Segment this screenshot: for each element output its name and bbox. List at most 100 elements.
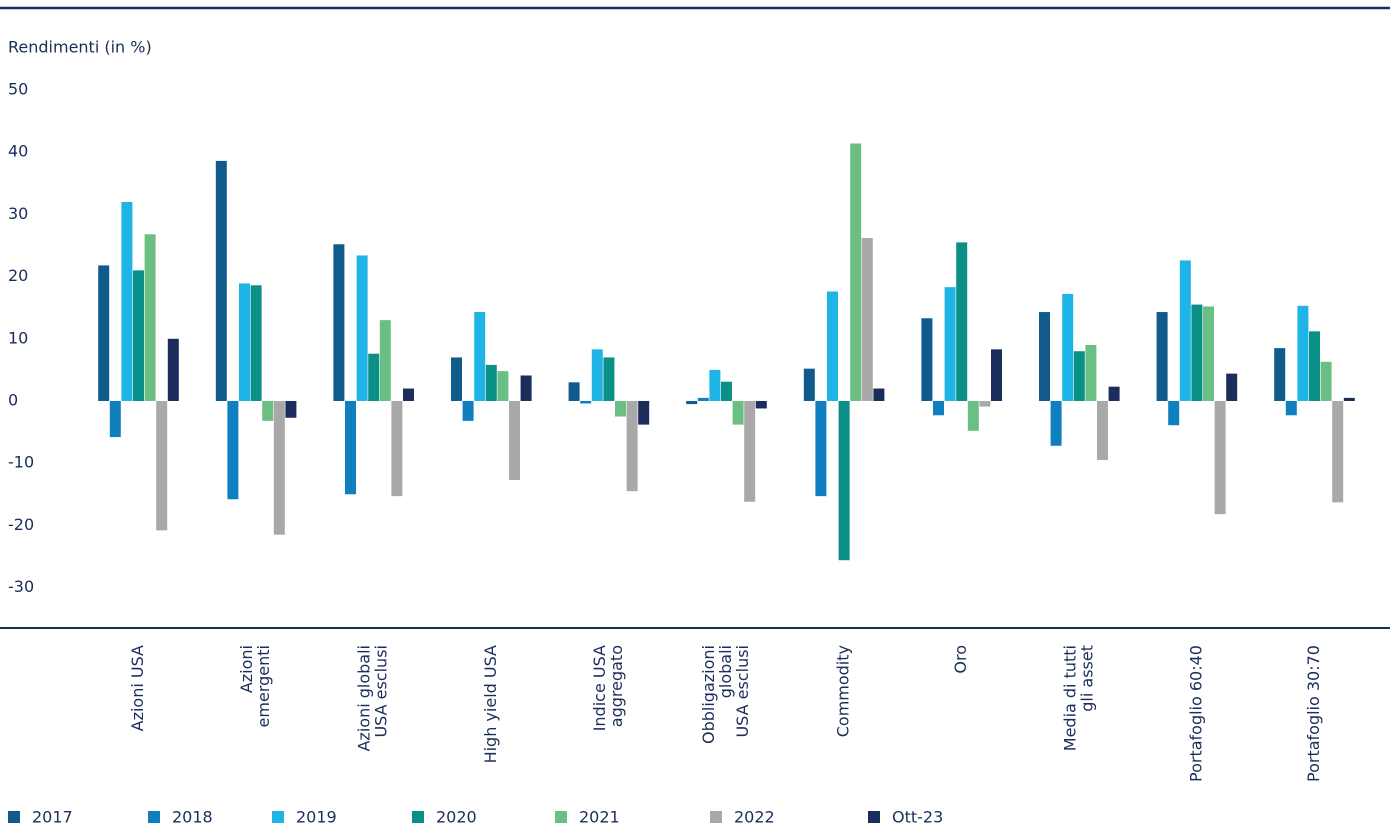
x-tick-label: Obbligazioni bbox=[699, 645, 718, 744]
bar bbox=[873, 388, 885, 401]
bar bbox=[1108, 386, 1120, 401]
y-tick-label: 20 bbox=[8, 266, 28, 285]
bar bbox=[273, 400, 285, 535]
bar bbox=[979, 400, 991, 407]
bar bbox=[1039, 312, 1050, 401]
bar bbox=[474, 312, 486, 401]
bar bbox=[391, 400, 403, 497]
bar bbox=[815, 400, 827, 497]
bar bbox=[921, 318, 933, 401]
bar bbox=[285, 400, 297, 418]
bar bbox=[686, 400, 698, 405]
bar bbox=[603, 357, 615, 401]
bar bbox=[227, 400, 239, 500]
x-tick-label: Azioni globali bbox=[355, 645, 374, 752]
legend-swatch bbox=[555, 811, 567, 823]
x-tick-label: High yield USA bbox=[481, 645, 500, 763]
x-tick-label: gli asset bbox=[1077, 645, 1096, 712]
legend-swatch bbox=[412, 811, 424, 823]
bar bbox=[156, 400, 168, 531]
bar bbox=[1214, 400, 1226, 515]
x-tick-label: aggregato bbox=[607, 645, 626, 727]
bar bbox=[721, 381, 732, 401]
bar bbox=[1332, 400, 1344, 503]
bar bbox=[1309, 331, 1320, 401]
bar bbox=[451, 357, 462, 401]
bar bbox=[262, 400, 274, 421]
bar bbox=[933, 400, 944, 416]
legend-label: 2019 bbox=[296, 808, 337, 827]
bar bbox=[850, 143, 862, 401]
bar bbox=[509, 400, 520, 480]
bar bbox=[98, 265, 110, 401]
y-tick-label: 50 bbox=[8, 80, 28, 99]
bar bbox=[1050, 400, 1062, 446]
x-tick-label: Oro bbox=[951, 645, 970, 674]
x-tick-label: Portafoglio 30:70 bbox=[1304, 645, 1323, 782]
bar bbox=[638, 400, 650, 425]
bar bbox=[144, 234, 156, 401]
bar bbox=[615, 400, 626, 417]
bar bbox=[1191, 304, 1203, 401]
bar bbox=[1320, 361, 1332, 401]
bar bbox=[1062, 294, 1074, 401]
y-tick-label: 10 bbox=[8, 328, 28, 347]
x-tick-label: Portafoglio 60:40 bbox=[1186, 645, 1205, 782]
bar bbox=[709, 369, 721, 401]
bar bbox=[803, 368, 815, 401]
x-tick-label: Indice USA bbox=[590, 645, 609, 731]
legend-swatch bbox=[8, 811, 20, 823]
bar bbox=[580, 400, 592, 404]
x-tick-label: emergenti bbox=[254, 645, 273, 727]
y-tick-label: -30 bbox=[8, 577, 34, 596]
bar bbox=[956, 242, 968, 401]
bar bbox=[133, 270, 144, 401]
bar bbox=[1203, 306, 1214, 401]
bar bbox=[1274, 348, 1286, 401]
x-tick-label: USA esclusi bbox=[372, 645, 391, 738]
bar bbox=[732, 400, 744, 425]
x-tick-label: Media di tutti bbox=[1060, 645, 1079, 751]
bar bbox=[215, 160, 227, 401]
bar bbox=[403, 388, 414, 401]
bar bbox=[827, 291, 838, 401]
bar bbox=[333, 244, 345, 401]
legend-swatch bbox=[868, 811, 880, 823]
y-tick-label: 0 bbox=[8, 390, 18, 409]
bar bbox=[626, 400, 638, 492]
x-tick-label: USA esclusi bbox=[733, 645, 752, 738]
bar bbox=[356, 255, 368, 401]
bar bbox=[109, 400, 121, 438]
bar bbox=[1285, 400, 1297, 416]
legend-label: 2018 bbox=[172, 808, 213, 827]
bar bbox=[1343, 397, 1355, 401]
y-tick-label: -10 bbox=[8, 453, 34, 472]
bar bbox=[744, 400, 756, 502]
bar bbox=[1097, 400, 1108, 461]
bar bbox=[121, 201, 133, 401]
bar bbox=[167, 338, 179, 401]
bar bbox=[485, 364, 497, 401]
legend-swatch bbox=[710, 811, 722, 823]
bar bbox=[345, 400, 356, 495]
y-tick-label: 40 bbox=[8, 142, 28, 161]
bar bbox=[838, 400, 850, 561]
legend-label: Ott-23 bbox=[892, 808, 943, 827]
bar bbox=[1085, 345, 1097, 401]
bar bbox=[250, 285, 262, 401]
bar bbox=[497, 371, 509, 401]
x-tick-label: Commodity bbox=[834, 645, 853, 737]
bar bbox=[379, 320, 391, 401]
legend-swatch bbox=[148, 811, 160, 823]
bar bbox=[1179, 260, 1191, 401]
bar bbox=[368, 353, 380, 401]
bar bbox=[967, 400, 979, 431]
bar bbox=[1226, 373, 1238, 401]
bar bbox=[591, 349, 603, 401]
bar bbox=[568, 382, 580, 401]
legend-label: 2022 bbox=[734, 808, 775, 827]
x-tick-label: Azioni USA bbox=[128, 645, 147, 731]
legend-label: 2020 bbox=[436, 808, 477, 827]
bar bbox=[239, 283, 250, 401]
